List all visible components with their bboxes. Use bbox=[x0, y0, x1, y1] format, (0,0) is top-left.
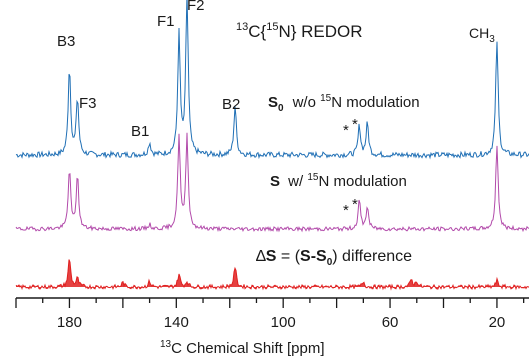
chart-title: 13C{15N} REDOR bbox=[236, 21, 363, 41]
x-tick-label: 60 bbox=[382, 314, 399, 331]
peak-label-b3: B3 bbox=[57, 33, 75, 50]
series-area bbox=[16, 259, 529, 289]
x-tick-label: 140 bbox=[164, 314, 189, 331]
x-axis: 180 140 100 60 20 bbox=[15, 297, 529, 331]
peak-label-ch3: CH3 bbox=[469, 25, 495, 45]
series-line bbox=[15, 132, 529, 233]
series-line bbox=[15, 0, 529, 160]
peak-label-f2: F2 bbox=[187, 0, 205, 14]
series-label-s: S w/ 15N modulation bbox=[270, 172, 407, 190]
peak-label-f1: F1 bbox=[157, 13, 175, 30]
x-axis-label: 13C Chemical Shift [ppm] bbox=[160, 339, 325, 357]
spectra-traces bbox=[15, 0, 529, 291]
peak-label-b2: B2 bbox=[222, 96, 240, 113]
x-tick-label: 180 bbox=[57, 314, 82, 331]
asterisk-label: * bbox=[352, 196, 358, 213]
series-label-delta-s: ∆S = (S-S0) difference bbox=[256, 248, 412, 268]
series-line bbox=[15, 259, 529, 291]
asterisk-label: * bbox=[343, 202, 349, 219]
peak-labels: B3 F3 B1 F1 F2 B2 CH3 * * * * bbox=[57, 0, 495, 219]
series-label-s0: S0 w/o 15N modulation bbox=[268, 93, 420, 114]
asterisk-label: * bbox=[352, 116, 358, 133]
asterisk-label: * bbox=[343, 122, 349, 139]
peak-label-f3: F3 bbox=[79, 95, 97, 112]
x-tick-label: 20 bbox=[489, 314, 506, 331]
x-tick-label: 100 bbox=[271, 314, 296, 331]
peak-label-b1: B1 bbox=[131, 123, 149, 140]
